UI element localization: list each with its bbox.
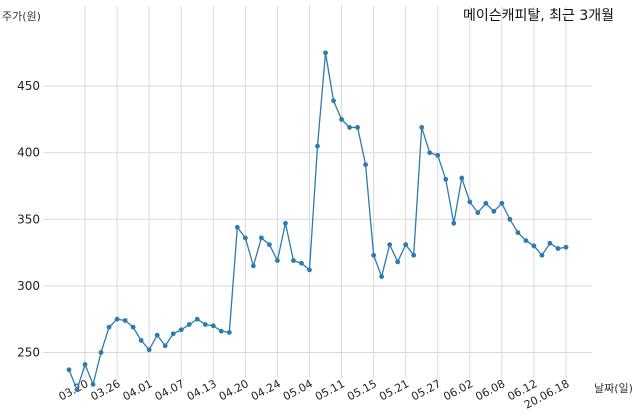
data-point [427,150,433,156]
data-point [499,200,505,206]
data-point [315,143,320,149]
data-point [483,200,489,206]
data-point [98,350,104,355]
data-point [210,323,216,329]
data-point [347,125,352,130]
data-point [379,274,385,279]
data-point [178,327,184,333]
data-point [555,246,561,251]
data-point [202,322,208,327]
y-axis-ticks: 250 300 350 400 450 [17,79,40,359]
data-point [331,98,336,104]
data-point [507,216,513,222]
data-point [523,238,529,243]
data-point [443,176,449,182]
data-point [403,242,409,247]
data-point [234,224,240,230]
data-point [242,235,248,241]
x-tick-label: 06.02 [441,377,475,403]
data-point [419,125,425,130]
data-point [82,362,88,367]
chart-title: 메이슨캐피탈, 최근 3개월 [463,8,614,24]
data-point [363,162,368,168]
data-point [154,332,160,338]
data-point [258,235,264,241]
data-point [467,199,473,205]
x-tick-label: 04.20 [217,377,251,403]
x-axis-label: 날짜(일) [594,381,633,395]
data-point [66,367,72,373]
x-tick-label: 04.07 [153,377,187,403]
y-tick-label: 300 [17,279,40,293]
data-point [355,125,360,130]
data-point [74,387,80,393]
x-tick-label: 04.13 [185,377,219,403]
data-point [531,243,537,249]
data-point [459,175,465,181]
series-line [68,52,567,392]
data-point [563,244,569,250]
data-point [250,263,256,269]
data-point [291,258,296,263]
x-tick-label: 05.11 [313,377,347,403]
data-point [162,343,168,349]
data-point [323,50,328,56]
data-point [515,230,521,236]
data-point [194,316,200,322]
grid [43,6,592,378]
data-point [122,318,128,323]
y-axis-label: 주가(원) [2,10,41,23]
data-point [170,331,176,337]
data-point [435,152,441,158]
data-point [106,324,112,330]
data-point [186,322,192,327]
data-point [491,208,497,214]
data-point [90,381,96,387]
data-point [138,338,144,343]
price-series [66,50,569,393]
x-tick-label: 05.21 [377,377,411,403]
data-point [339,117,344,122]
data-point [130,324,136,330]
data-point [371,252,377,258]
data-point [307,267,312,273]
data-point [146,347,152,353]
x-tick-label: 04.01 [121,377,155,403]
data-point [475,210,481,216]
x-tick-label: 05.04 [281,377,315,403]
y-tick-label: 450 [17,79,40,93]
data-point [114,316,120,322]
data-point [539,252,545,258]
data-point [218,328,224,334]
data-point [299,260,304,266]
data-point [451,220,457,226]
y-tick-label: 400 [17,146,40,160]
y-tick-label: 250 [17,345,40,359]
x-tick-label: 05.15 [345,377,379,403]
x-tick-label: 06.08 [473,377,507,403]
data-point [411,252,417,258]
y-tick-label: 350 [17,212,40,226]
data-point [283,220,288,226]
x-axis-ticks: 03.2003.2604.0104.0704.1304.2004.2405.04… [57,377,572,411]
data-point [547,240,553,246]
x-tick-label: 05.27 [409,377,443,403]
data-point [267,242,272,247]
data-point [387,242,393,247]
x-tick-label: 04.24 [249,377,283,403]
data-point [226,330,232,335]
data-point [275,258,280,263]
data-point [395,259,401,265]
